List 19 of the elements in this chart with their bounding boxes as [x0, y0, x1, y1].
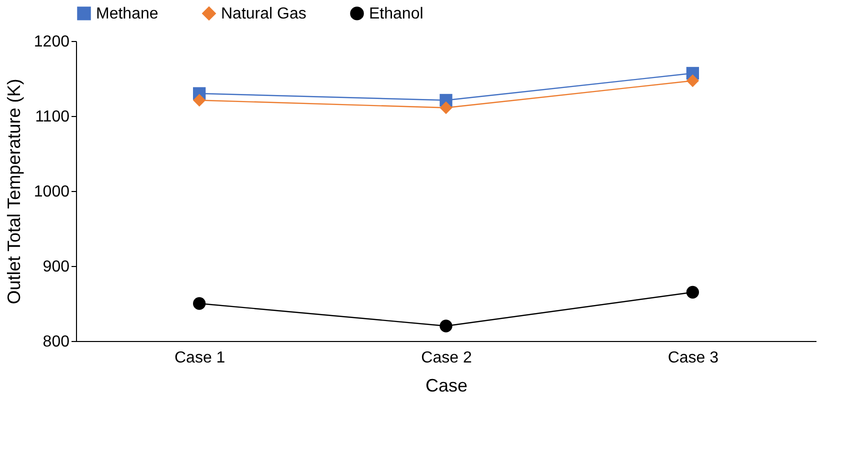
legend-label: Ethanol	[369, 5, 424, 22]
point	[193, 297, 206, 310]
y-tick-label: 1100	[35, 108, 70, 126]
point	[686, 286, 699, 299]
point	[440, 320, 452, 332]
legend-label: Natural Gas	[221, 5, 306, 22]
legend-label: Methane	[96, 5, 158, 22]
x-tick-label: Case 2	[421, 350, 472, 366]
y-tick-label: 1000	[34, 184, 70, 200]
point	[193, 94, 206, 107]
x-axis-title: Case	[425, 376, 468, 396]
point	[440, 101, 452, 114]
point	[686, 74, 699, 88]
x-tick-label: Case 1	[174, 350, 226, 366]
y-tick-label: 800	[42, 334, 70, 350]
y-tick-label: 1200	[34, 34, 70, 50]
x-tick-label: Case 3	[668, 350, 719, 366]
y-axis-title: Outlet Total Temperature (K)	[4, 78, 24, 304]
y-tick-label: 900	[42, 258, 70, 276]
